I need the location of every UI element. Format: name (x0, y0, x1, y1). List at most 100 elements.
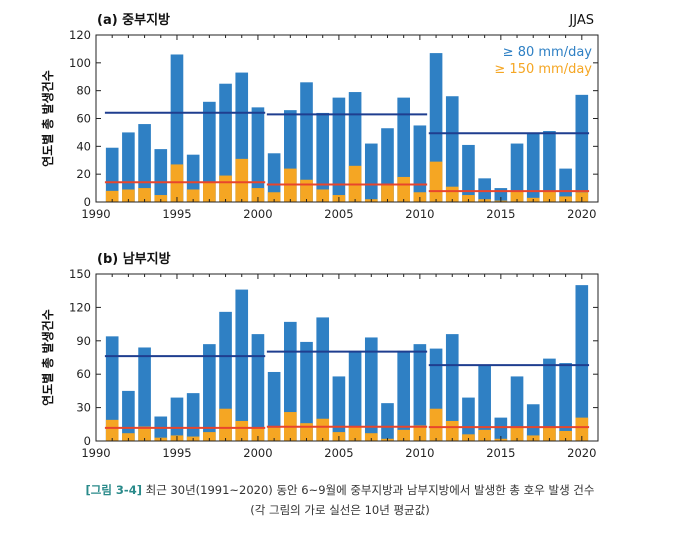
panel-a-x-tick-label-1995: 1995 (162, 207, 191, 221)
panel-a-bar-80mm-2012 (445, 96, 459, 202)
panel-b-bar-80mm-2009 (397, 350, 410, 441)
panel-b-bar-150mm-1993 (138, 426, 151, 441)
panel-b-bar-150mm-2013 (462, 434, 475, 441)
panel-a-y-axis-label: 연도별 총 발생건수 (40, 70, 55, 167)
panel-b-bar-150mm-1991 (105, 419, 119, 441)
panel-b-bar-150mm-2006 (348, 426, 362, 441)
panel-a-bar-150mm-1997 (203, 182, 216, 202)
panel-a-bar-80mm-1997 (203, 101, 216, 202)
panel-b-bar-80mm-2013 (462, 397, 475, 441)
panel-a-bar-80mm-1991 (105, 147, 119, 202)
panel-a-x-tick-label-2000: 2000 (243, 207, 272, 221)
panel-a-bar-150mm-1992 (122, 189, 135, 202)
panel-b-x-tick-label-2010: 2010 (405, 446, 434, 460)
panel-a-bar-150mm-2004 (316, 189, 330, 202)
panel-a-bar-150mm-1996 (186, 189, 200, 202)
panel-a-bar-80mm-2013 (462, 144, 475, 202)
panel-a-bar-80mm-2017 (526, 133, 540, 202)
panel-a-bar-150mm-2018 (543, 190, 556, 202)
panel-a-x-tick-label-2010: 2010 (405, 207, 434, 221)
panel-b-bar-80mm-2020 (575, 285, 589, 441)
panel-b-bar-80mm-1991 (105, 336, 119, 441)
panel-a-bar-150mm-2008 (381, 185, 394, 202)
panel-b-bar-150mm-2007 (364, 433, 378, 441)
panel-a-x-tick-label-1990: 1990 (81, 207, 110, 221)
panel-a-chart: (a) 중부지방 JJAS 연도별 총 발생건수 0 20 40 60 80 100 120 199… (40, 12, 599, 221)
panel-a-bar-150mm-2003 (300, 179, 313, 202)
panel-a-bar-80mm-2005 (332, 97, 346, 202)
panel-a-bar-80mm-2018 (543, 131, 556, 202)
panel-b-bar-80mm-2001 (267, 371, 281, 441)
panel-b-y-tick-label-90: 90 (76, 334, 91, 348)
panel-a-legend-150mm: ≥ 150 mm/day (494, 62, 592, 77)
figure-caption: [그림 3-4] 최근 30년(1991~2020) 동안 6~9월에 중부지방… (0, 482, 680, 498)
panel-a-bar-80mm-1992 (122, 132, 135, 202)
panel-b-bar-80mm-1993 (138, 347, 151, 441)
panel-b-bar-80mm-2005 (332, 376, 346, 441)
panel-b-bar-80mm-2017 (526, 404, 540, 441)
panel-a-y-tick-label-120: 120 (69, 28, 91, 42)
panel-b-bar-80mm-2007 (364, 337, 378, 441)
panel-b-x-tick-label-2015: 2015 (486, 446, 515, 460)
panel-b-x-tick-label-2020: 2020 (567, 446, 596, 460)
panel-a-bar-80mm-2003 (300, 82, 313, 202)
panel-b-bar-150mm-2001 (267, 427, 281, 441)
panel-b-bar-150mm-1999 (235, 420, 249, 441)
panel-b-title: (b) 남부지방 (97, 251, 171, 267)
panel-a-bar-80mm-2016 (510, 143, 524, 202)
panel-a-bar-150mm-1999 (235, 158, 249, 202)
panel-b-bar-80mm-1996 (186, 393, 200, 441)
panel-a-bar-80mm-2000 (251, 107, 265, 202)
panel-a-bar-150mm-2000 (251, 188, 265, 202)
panel-a-title: (a) 중부지방 (97, 12, 170, 28)
panel-b-bar-150mm-2011 (429, 408, 443, 441)
panel-b-y-tick-label-30: 30 (76, 401, 91, 415)
panel-a-y-tick-label-0: 0 (84, 195, 91, 209)
panel-a-legend-80mm: ≥ 80 mm/day (503, 45, 593, 60)
panel-b-bar-150mm-2004 (316, 418, 330, 441)
panel-b-bar-80mm-2016 (510, 376, 524, 441)
panel-b-bar-80mm-2003 (300, 341, 313, 441)
panel-a-x-tick-label-2005: 2005 (324, 207, 353, 221)
panel-a-bar-150mm-1994 (154, 195, 168, 202)
panel-b-bar-80mm-2015 (494, 417, 508, 441)
panel-b-bar-150mm-1997 (203, 432, 216, 441)
panel-b-bar-80mm-2010 (413, 344, 427, 441)
panel-b-bar-150mm-2009 (397, 429, 410, 441)
caption-note: (각 그림의 가로 실선은 10년 평균값) (250, 503, 430, 517)
panel-a-y-tick-label-20: 20 (76, 167, 91, 181)
panel-b-bar-80mm-2000 (251, 334, 265, 441)
panel-b-x-tick-label-1995: 1995 (162, 446, 191, 460)
panel-b-bar-80mm-1997 (203, 344, 216, 441)
panel-b-bar-80mm-2019 (559, 363, 572, 441)
panel-a-bar-150mm-2016 (510, 190, 524, 202)
caption-text: 최근 30년(1991~2020) 동안 6~9월에 중부지방과 남부지방에서 … (145, 483, 595, 497)
panel-a-bar-150mm-1998 (219, 175, 232, 202)
panel-b-bar-150mm-1992 (122, 433, 135, 441)
panel-b-bar-150mm-2014 (478, 429, 491, 441)
panel-b-y-tick-label-0: 0 (84, 434, 91, 448)
panel-a-y-tick-label-60: 60 (76, 112, 91, 126)
panel-b-x-tick-label-1990: 1990 (81, 446, 110, 460)
panel-a-bar-150mm-1993 (138, 188, 151, 202)
panel-a-bar-80mm-2019 (559, 168, 572, 202)
caption-label: [그림 3-4] (85, 483, 142, 497)
panel-b-bar-150mm-2018 (543, 426, 556, 441)
panel-a-season-label: JJAS (568, 13, 594, 28)
panel-b-bar-150mm-2010 (413, 425, 427, 441)
panel-b-y-tick-label-150: 150 (69, 267, 91, 281)
panel-a-bar-80mm-2001 (267, 153, 281, 202)
panel-b-y-tick-label-60: 60 (76, 367, 91, 381)
panel-b-y-axis-label: 연도별 총 발생건수 (40, 309, 55, 406)
panel-b-bar-80mm-2012 (445, 334, 459, 441)
panel-a-y-tick-label-100: 100 (69, 56, 91, 70)
panel-a-bar-150mm-2001 (267, 192, 281, 202)
panel-a-y-tick-label-40: 40 (76, 139, 91, 153)
panel-b-bar-150mm-2016 (510, 427, 524, 441)
panel-b-bar-80mm-2014 (478, 365, 491, 441)
panel-a-bar-80mm-2009 (397, 97, 410, 202)
panel-b-axes-frame (95, 273, 599, 442)
panel-a-x-tick-label-2020: 2020 (567, 207, 596, 221)
panel-b-bar-80mm-1999 (235, 289, 249, 441)
panel-a-bar-80mm-2010 (413, 125, 427, 202)
